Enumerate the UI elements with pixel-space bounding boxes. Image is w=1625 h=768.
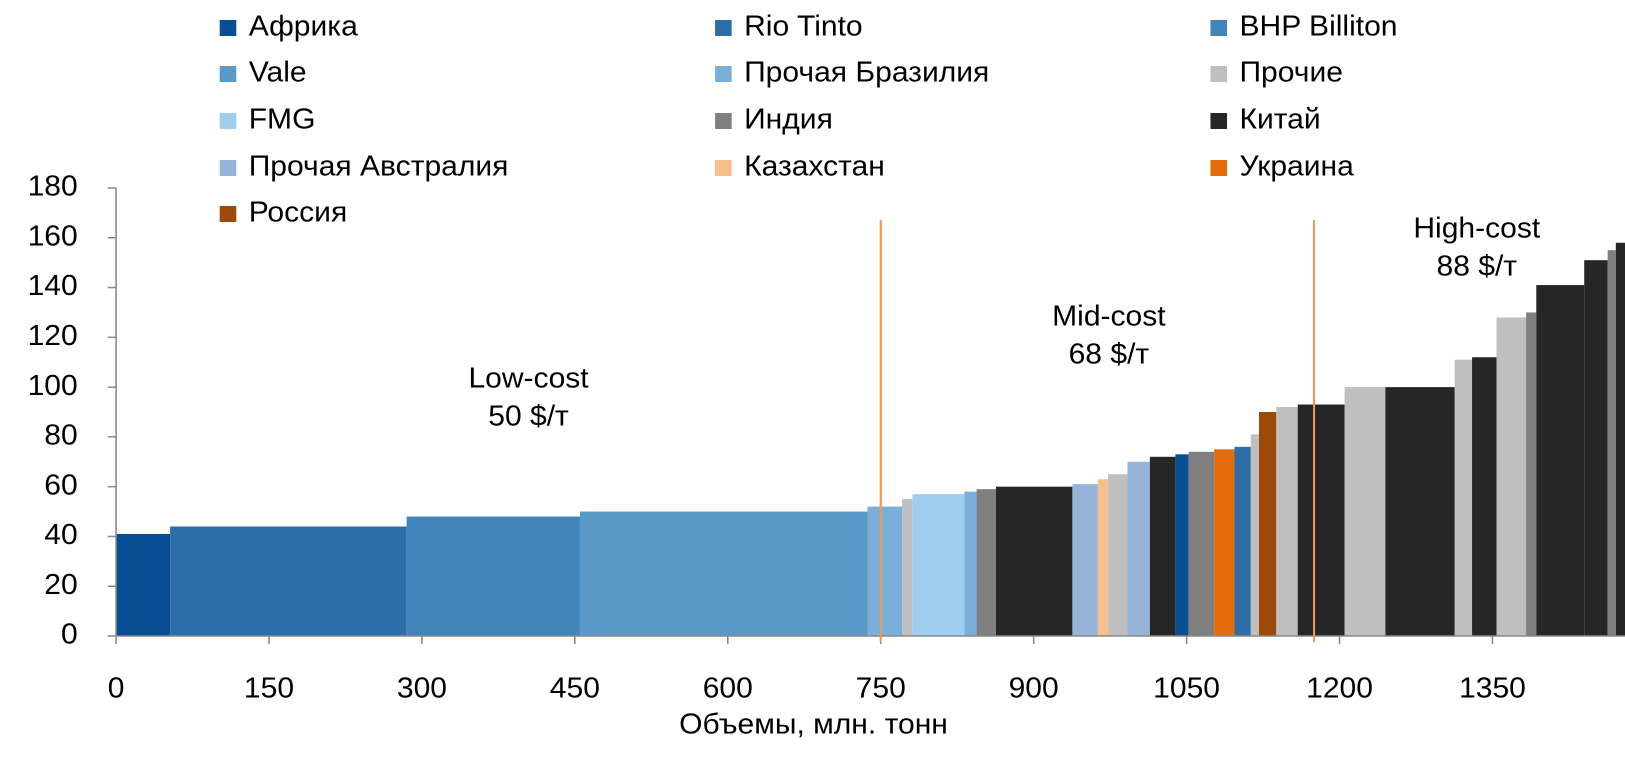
annotation: 50 $/т bbox=[488, 400, 569, 432]
x-tick-label: 1050 bbox=[1153, 672, 1220, 704]
legend-swatch bbox=[219, 113, 237, 129]
bar bbox=[1108, 474, 1128, 636]
x-tick-label: 450 bbox=[550, 672, 600, 704]
legend-swatch bbox=[219, 206, 237, 222]
bar bbox=[1607, 250, 1616, 636]
legend-label: Rio Tinto bbox=[744, 10, 863, 42]
legend-swatch bbox=[715, 160, 732, 176]
legend-swatch bbox=[219, 66, 237, 82]
legend-label: Прочая Австралия bbox=[249, 150, 509, 182]
legend-label: Прочие bbox=[1239, 56, 1342, 88]
legend-label: Украина bbox=[1239, 150, 1354, 182]
bar bbox=[867, 506, 903, 636]
y-tick-label: 20 bbox=[44, 568, 77, 600]
bar bbox=[1250, 434, 1259, 636]
y-tick-label: 100 bbox=[28, 369, 78, 401]
bar bbox=[1454, 359, 1473, 636]
x-tick-label: 0 bbox=[108, 672, 125, 704]
y-tick-label: 80 bbox=[44, 419, 77, 451]
legend-swatch bbox=[1210, 66, 1228, 82]
legend-label: Россия bbox=[249, 196, 348, 228]
x-tick-label: 1200 bbox=[1306, 672, 1373, 704]
bar bbox=[902, 499, 913, 636]
annotation: 88 $/т bbox=[1437, 250, 1518, 282]
x-tick-label: 150 bbox=[244, 672, 294, 704]
legend-label: Индия bbox=[744, 103, 833, 135]
y-tick-label: 160 bbox=[28, 220, 78, 252]
bar bbox=[406, 516, 580, 636]
bar bbox=[1536, 285, 1585, 636]
x-tick-label: 300 bbox=[397, 672, 447, 704]
x-tick-label: 750 bbox=[856, 672, 906, 704]
legend-swatch bbox=[1210, 113, 1228, 129]
bar bbox=[995, 486, 1073, 636]
legend-swatch bbox=[715, 113, 732, 129]
bar bbox=[1097, 479, 1109, 636]
legend-swatch bbox=[1210, 20, 1228, 36]
bar bbox=[170, 526, 407, 636]
legend-label: Китай bbox=[1239, 103, 1320, 135]
bar bbox=[116, 533, 171, 636]
legend-label: Казахстан bbox=[744, 150, 885, 182]
bar bbox=[964, 491, 977, 636]
bar bbox=[1385, 387, 1455, 636]
bar bbox=[1584, 260, 1608, 636]
annotation: Mid-cost bbox=[1052, 300, 1166, 332]
annotation: 68 $/т bbox=[1069, 338, 1150, 370]
bar bbox=[1149, 456, 1176, 636]
y-tick-label: 0 bbox=[61, 618, 78, 650]
bar bbox=[1175, 454, 1189, 636]
bar bbox=[1214, 449, 1235, 636]
legend-label: Прочая Бразилия bbox=[744, 56, 989, 88]
bar bbox=[1276, 407, 1298, 636]
bar bbox=[1127, 461, 1150, 636]
x-tick-label: 900 bbox=[1009, 672, 1059, 704]
legend-swatch bbox=[715, 66, 732, 82]
bar bbox=[1297, 404, 1345, 636]
bar bbox=[1234, 446, 1251, 636]
bar bbox=[1188, 451, 1215, 636]
bar bbox=[1526, 312, 1537, 636]
bar bbox=[1258, 412, 1277, 636]
annotation: Low-cost bbox=[468, 362, 588, 394]
bar bbox=[912, 494, 965, 636]
y-tick-label: 180 bbox=[28, 170, 78, 202]
y-tick-label: 140 bbox=[28, 270, 78, 302]
legend-label: BHP Billiton bbox=[1239, 10, 1397, 42]
bar bbox=[1615, 242, 1625, 636]
bar bbox=[1072, 484, 1098, 636]
legend-swatch bbox=[1210, 160, 1228, 176]
legend-swatch bbox=[715, 20, 732, 36]
legend-swatch bbox=[219, 160, 237, 176]
y-tick-label: 40 bbox=[44, 519, 77, 551]
y-tick-label: 60 bbox=[44, 469, 77, 501]
legend-swatch bbox=[219, 20, 237, 36]
legend-label: Vale bbox=[249, 56, 307, 88]
bar bbox=[579, 511, 868, 636]
x-tick-label: 1350 bbox=[1459, 672, 1526, 704]
bar bbox=[1344, 387, 1386, 636]
annotation: High-cost bbox=[1413, 212, 1540, 244]
y-tick-label: 120 bbox=[28, 319, 78, 351]
bar bbox=[976, 489, 996, 636]
legend-label: FMG bbox=[249, 103, 316, 135]
x-tick-label: 600 bbox=[703, 672, 753, 704]
x-axis-label: Объемы, млн. тонн bbox=[679, 708, 948, 740]
bar bbox=[1472, 357, 1497, 636]
legend-label: Африка bbox=[249, 10, 359, 42]
bar bbox=[1496, 317, 1527, 636]
